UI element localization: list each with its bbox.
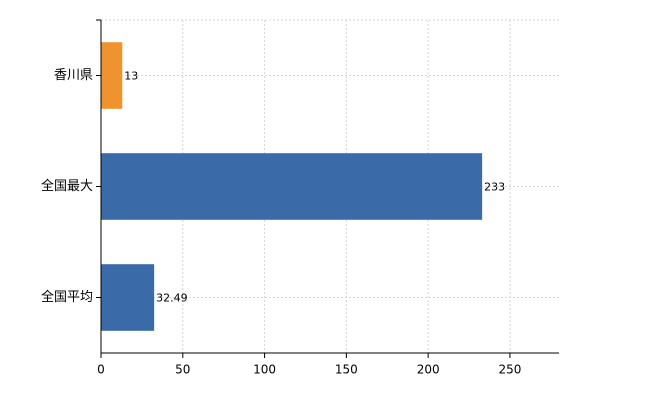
x-tick-label: 100 xyxy=(253,363,276,377)
x-tick-label: 200 xyxy=(417,363,440,377)
y-tick-label: 香川県 xyxy=(54,68,93,83)
x-tick-label: 250 xyxy=(498,363,521,377)
y-tick-label: 全国最大 xyxy=(41,178,93,194)
value-label: 233 xyxy=(484,181,505,194)
x-tick-label: 50 xyxy=(175,363,190,377)
bar xyxy=(101,264,155,331)
x-tick-label: 0 xyxy=(97,363,105,377)
y-tick-label: 全国平均 xyxy=(41,289,93,305)
value-label: 13 xyxy=(124,70,138,83)
bar xyxy=(101,153,483,220)
bar xyxy=(101,42,123,109)
x-tick-label: 150 xyxy=(335,363,358,377)
value-label: 32.49 xyxy=(156,292,188,305)
